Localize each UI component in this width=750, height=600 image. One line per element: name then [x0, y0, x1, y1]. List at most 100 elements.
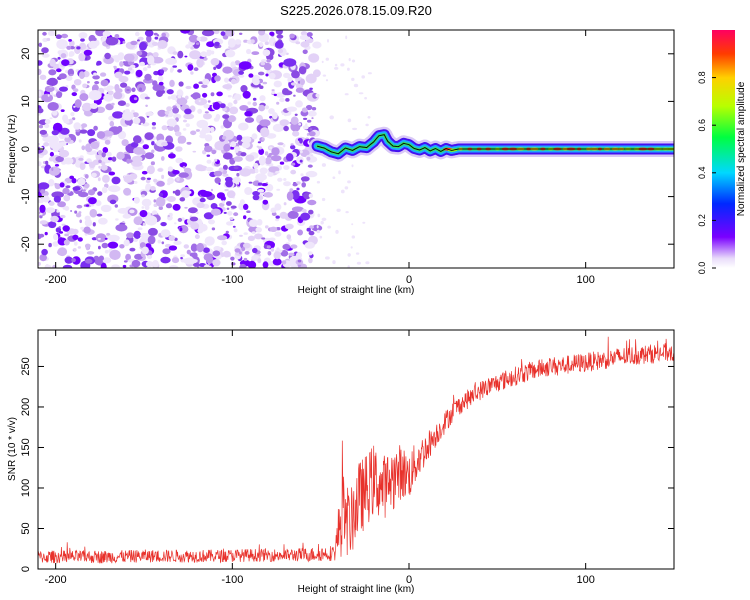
- noise-speckle: [210, 208, 221, 216]
- noise-speckle: [347, 67, 350, 71]
- snr-ytick-label: 200: [20, 398, 32, 416]
- noise-speckle: [270, 155, 282, 162]
- noise-speckle: [298, 123, 302, 126]
- snr-ytick-label: 250: [20, 357, 32, 375]
- noise-speckle: [283, 125, 289, 132]
- noise-speckle: [275, 218, 280, 222]
- noise-speckle: [117, 54, 124, 61]
- noise-speckle: [216, 91, 223, 97]
- noise-speckle: [217, 235, 228, 241]
- noise-speckle: [344, 186, 349, 190]
- noise-speckle: [263, 192, 273, 198]
- noise-speckle: [146, 165, 155, 175]
- noise-speckle: [84, 258, 93, 264]
- noise-speckle: [68, 39, 72, 42]
- noise-speckle: [244, 111, 252, 117]
- noise-speckle: [101, 186, 108, 194]
- noise-speckle: [287, 210, 299, 219]
- noise-speckle: [258, 155, 266, 166]
- noise-speckle: [64, 233, 69, 237]
- noise-speckle: [244, 117, 255, 123]
- noise-speckle: [332, 260, 336, 265]
- noise-speckle: [176, 97, 188, 106]
- noise-speckle: [286, 234, 292, 240]
- noise-speckle: [83, 226, 91, 234]
- noise-speckle: [365, 123, 369, 127]
- noise-speckle: [165, 203, 173, 209]
- noise-speckle: [286, 191, 294, 201]
- noise-speckle: [130, 40, 138, 46]
- noise-speckle: [311, 107, 317, 111]
- noise-speckle: [111, 176, 121, 185]
- noise-speckle: [78, 52, 86, 62]
- noise-speckle: [79, 162, 86, 170]
- noise-speckle: [213, 246, 221, 251]
- noise-speckle: [103, 87, 108, 91]
- noise-speckle: [97, 191, 103, 196]
- noise-speckle: [113, 66, 117, 70]
- noise-speckle: [203, 212, 214, 220]
- noise-speckle: [80, 38, 85, 42]
- noise-speckle: [112, 111, 124, 119]
- noise-speckle: [86, 158, 92, 163]
- noise-speckle: [211, 149, 217, 155]
- noise-speckle: [236, 172, 240, 177]
- noise-speckle: [123, 53, 135, 62]
- noise-speckle: [289, 214, 294, 218]
- noise-speckle: [125, 103, 130, 107]
- noise-speckle: [234, 248, 241, 253]
- noise-speckle: [367, 72, 372, 75]
- noise-speckle: [295, 87, 304, 93]
- noise-speckle: [159, 69, 165, 74]
- noise-speckle: [227, 211, 233, 216]
- noise-speckle: [334, 63, 338, 67]
- noise-speckle: [44, 264, 52, 268]
- noise-speckle: [203, 113, 212, 120]
- noise-speckle: [259, 95, 266, 102]
- noise-speckle: [213, 170, 223, 177]
- noise-speckle: [139, 41, 147, 51]
- noise-speckle: [60, 53, 67, 59]
- noise-speckle: [262, 261, 269, 268]
- noise-speckle: [206, 51, 212, 57]
- noise-speckle: [177, 50, 184, 59]
- noise-speckle: [260, 61, 266, 66]
- noise-speckle: [274, 203, 282, 211]
- noise-speckle: [38, 108, 44, 114]
- noise-speckle: [156, 180, 165, 187]
- noise-speckle: [165, 57, 178, 65]
- noise-speckle: [84, 218, 93, 227]
- noise-speckle: [87, 129, 96, 137]
- noise-speckle: [222, 107, 228, 112]
- noise-speckle: [329, 115, 335, 120]
- noise-speckle: [71, 92, 78, 97]
- noise-speckle: [335, 229, 339, 234]
- noise-speckle: [311, 117, 314, 120]
- noise-speckle: [102, 147, 109, 154]
- noise-speckle: [74, 210, 78, 214]
- noise-speckle: [317, 213, 321, 218]
- noise-speckle: [79, 42, 87, 51]
- noise-speckle: [109, 199, 117, 205]
- noise-speckle: [72, 234, 79, 240]
- noise-speckle: [364, 97, 367, 100]
- noise-speckle: [139, 242, 146, 249]
- noise-speckle: [85, 57, 88, 60]
- noise-speckle: [266, 245, 271, 249]
- noise-speckle: [63, 157, 74, 165]
- noise-speckle: [252, 194, 260, 201]
- noise-speckle: [336, 208, 341, 212]
- noise-speckle: [260, 127, 270, 138]
- noise-speckle: [175, 157, 184, 164]
- noise-speckle: [304, 241, 315, 249]
- noise-speckle: [290, 143, 294, 146]
- noise-speckle: [220, 195, 226, 202]
- noise-speckle: [269, 31, 275, 36]
- noise-speckle: [299, 78, 305, 86]
- noise-speckle: [139, 87, 142, 91]
- noise-speckle: [84, 243, 91, 249]
- noise-speckle: [351, 164, 354, 168]
- noise-speckle: [141, 198, 152, 207]
- noise-speckle: [122, 264, 127, 268]
- noise-speckle: [239, 251, 242, 255]
